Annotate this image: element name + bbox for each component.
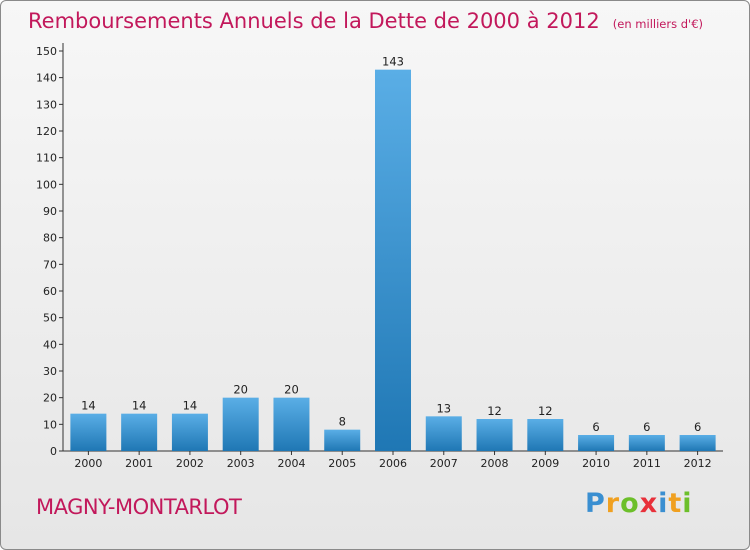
labels: 0 10 20 30 40 50 60 70 80 90 100 110 120 130 140 150 200…: [36, 45, 712, 470]
bar-value-label: 8: [339, 415, 346, 429]
x-tick-label: 2009: [531, 457, 559, 470]
x-tick-label: 2011: [633, 457, 661, 470]
y-tick-label: 30: [43, 365, 57, 378]
x-tick-label: 2002: [176, 457, 204, 470]
x-tick-label: 2006: [379, 457, 407, 470]
bar: [222, 397, 259, 451]
x-tick-label: 2007: [430, 457, 458, 470]
bar-value-label: 20: [284, 383, 299, 397]
logo-letter: i: [682, 488, 693, 519]
y-tick-label: 80: [43, 232, 57, 245]
y-tick-label: 70: [43, 258, 57, 271]
logo-letter: P: [585, 488, 606, 519]
x-tick-label: 2000: [74, 457, 102, 470]
bar: [679, 435, 716, 451]
bar: [375, 69, 411, 452]
bar-value-label: 6: [592, 420, 599, 434]
bar-value-label: 12: [538, 404, 553, 418]
proxiti-logo: Proxiti: [585, 488, 693, 519]
chart-title: Remboursements Annuels de la Dette de 20…: [28, 9, 600, 33]
y-tick-label: 150: [36, 45, 57, 58]
bar-value-label: 20: [233, 383, 248, 397]
commune-name: MAGNY-MONTARLOT: [36, 495, 242, 519]
bar: [425, 416, 462, 451]
bar: [171, 413, 208, 451]
y-tick-label: 130: [36, 98, 57, 111]
bar-value-label: 14: [81, 399, 96, 413]
x-tick-label: 2005: [328, 457, 356, 470]
logo-letter: t: [668, 488, 683, 519]
logo-letter: r: [605, 488, 621, 519]
bar-value-label: 13: [436, 401, 451, 415]
title-row: Remboursements Annuels de la Dette de 20…: [28, 9, 703, 33]
x-tick-label: 2012: [684, 457, 712, 470]
bar: [476, 419, 513, 451]
bar-value-label: 143: [382, 55, 404, 69]
bar-value-label: 14: [132, 399, 147, 413]
logo-letter: o: [620, 488, 640, 519]
y-tick-label: 40: [43, 338, 57, 351]
bar: [70, 413, 107, 451]
y-tick-label: 90: [43, 205, 57, 218]
y-tick-label: 110: [36, 152, 57, 165]
x-tick-label: 2001: [125, 457, 153, 470]
bar: [273, 397, 310, 451]
bar-value-label: 6: [694, 420, 701, 434]
bar-value-label: 6: [643, 420, 650, 434]
y-tick-label: 60: [43, 285, 57, 298]
x-tick-label: 2008: [481, 457, 509, 470]
y-tick-label: 120: [36, 125, 57, 138]
bar: [527, 419, 564, 451]
y-tick-label: 20: [43, 392, 57, 405]
logo-letter: i: [658, 488, 669, 519]
y-tick-label: 10: [43, 418, 57, 431]
bar: [324, 429, 361, 451]
bar: [121, 413, 158, 451]
logo-letter: x: [639, 488, 659, 519]
chart-subtitle: (en milliers d'€): [612, 17, 703, 31]
bars: [70, 69, 716, 452]
bar-value-label: 14: [183, 399, 198, 413]
y-tick-label: 100: [36, 178, 57, 191]
x-tick-label: 2004: [277, 457, 305, 470]
bar-value-label: 12: [487, 404, 502, 418]
y-tick-label: 140: [36, 72, 57, 85]
y-tick-label: 50: [43, 312, 57, 325]
bar: [578, 435, 615, 451]
bar: [628, 435, 665, 451]
x-tick-label: 2003: [227, 457, 255, 470]
y-tick-label: 0: [50, 445, 57, 458]
x-tick-label: 2010: [582, 457, 610, 470]
